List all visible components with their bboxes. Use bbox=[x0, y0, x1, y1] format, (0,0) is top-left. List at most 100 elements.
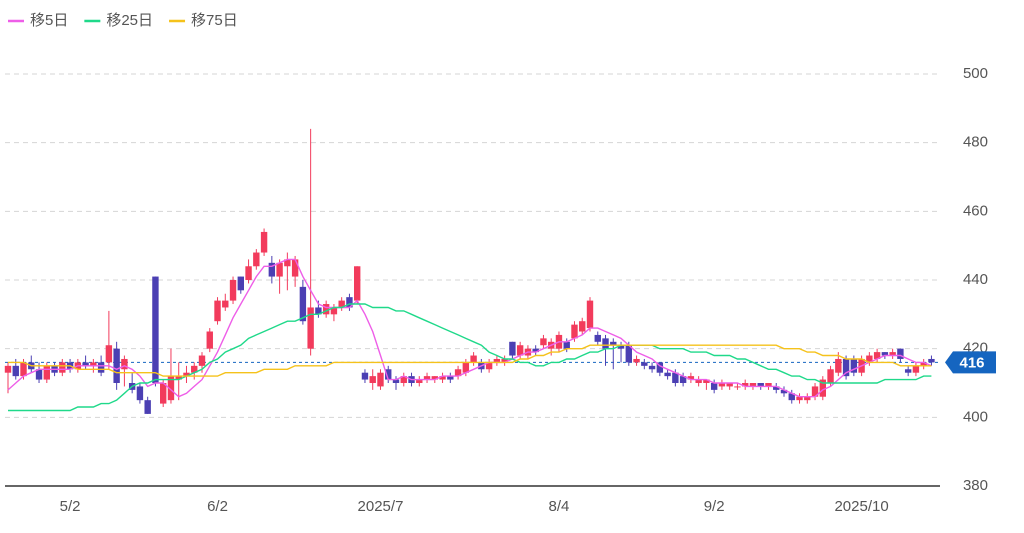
candle-body bbox=[920, 362, 927, 366]
candle-body bbox=[594, 334, 601, 342]
candle-body bbox=[842, 358, 850, 377]
candle-body bbox=[788, 393, 795, 401]
candle-body bbox=[338, 300, 345, 308]
candle-body bbox=[811, 386, 819, 397]
candle-body bbox=[881, 352, 889, 356]
x-tick-label: 6/2 bbox=[207, 498, 228, 515]
candle-body bbox=[765, 383, 772, 387]
candle-body bbox=[672, 372, 679, 383]
x-tick-label: 9/2 bbox=[704, 498, 725, 515]
candle-body bbox=[20, 362, 27, 377]
candle-body bbox=[113, 348, 120, 383]
candle-body bbox=[206, 331, 213, 349]
candle-body bbox=[276, 262, 283, 277]
legend-item: 移5日 bbox=[8, 12, 68, 29]
candle-body bbox=[175, 376, 182, 380]
candle-body bbox=[423, 376, 431, 380]
candle-body bbox=[346, 297, 353, 308]
candle-body bbox=[532, 348, 539, 353]
candle-body bbox=[819, 379, 826, 397]
candle-body bbox=[214, 300, 221, 322]
candle-body bbox=[431, 376, 438, 380]
candle-body bbox=[222, 300, 229, 308]
candle-body bbox=[361, 372, 369, 380]
candle-body bbox=[144, 400, 151, 414]
candle-body bbox=[493, 358, 501, 363]
candle-body bbox=[509, 341, 516, 356]
candle-body bbox=[354, 266, 361, 301]
candle-body bbox=[726, 383, 733, 387]
candle-body bbox=[835, 358, 842, 373]
candle-body bbox=[12, 365, 19, 377]
candle-body bbox=[4, 365, 12, 373]
candle-body bbox=[198, 355, 206, 366]
candle-body bbox=[757, 383, 764, 387]
candle-body bbox=[679, 376, 687, 383]
candle-body bbox=[873, 352, 881, 359]
candle-body bbox=[648, 365, 656, 370]
current-price-tag: 416 bbox=[945, 351, 996, 374]
candle-body bbox=[796, 396, 803, 401]
candle-body bbox=[734, 386, 741, 388]
price-tag-label: 416 bbox=[959, 354, 984, 371]
x-tick-label: 2025/10 bbox=[834, 498, 888, 515]
candle-body bbox=[501, 358, 508, 363]
ma-line bbox=[8, 344, 932, 377]
candle-body bbox=[291, 259, 299, 277]
candle-body bbox=[897, 348, 904, 359]
candle-body bbox=[392, 379, 400, 383]
candle-body bbox=[687, 376, 695, 380]
candle-body bbox=[377, 372, 384, 387]
candle-body bbox=[586, 300, 594, 329]
candle-body bbox=[284, 259, 291, 267]
candle-body bbox=[749, 383, 757, 387]
candle-body bbox=[703, 379, 710, 383]
candle-body bbox=[121, 358, 128, 370]
x-tick-label: 8/4 bbox=[549, 498, 570, 515]
candle-body bbox=[904, 369, 912, 373]
candle-body bbox=[385, 369, 392, 380]
candle-body bbox=[160, 383, 167, 404]
candle-body bbox=[322, 304, 330, 315]
candle-body bbox=[97, 362, 105, 373]
candle-body bbox=[516, 345, 524, 356]
x-tick-label: 5/2 bbox=[60, 498, 81, 515]
candle-body bbox=[695, 379, 702, 383]
candle-body bbox=[742, 383, 749, 387]
candle-body bbox=[454, 369, 462, 377]
legend-label: 移75日 bbox=[191, 12, 238, 29]
legend-item: 移75日 bbox=[169, 12, 238, 29]
candle-body bbox=[470, 355, 477, 363]
candle-body bbox=[136, 386, 144, 401]
candle-body bbox=[780, 389, 788, 394]
candle-body bbox=[315, 307, 322, 315]
candle-body bbox=[866, 355, 873, 363]
candle-body bbox=[773, 386, 780, 390]
ma-line bbox=[8, 303, 932, 412]
y-tick-label: 480 bbox=[963, 134, 988, 151]
candle-body bbox=[191, 365, 198, 373]
candle-body bbox=[330, 307, 338, 315]
candle-body bbox=[307, 307, 314, 349]
candle-body bbox=[90, 362, 97, 366]
candle-body bbox=[260, 231, 268, 253]
candle-body bbox=[253, 252, 260, 267]
candle-body bbox=[167, 376, 175, 401]
candle-body bbox=[400, 376, 407, 383]
candle-body bbox=[571, 324, 578, 339]
ma-line bbox=[7, 258, 932, 398]
candle-body bbox=[35, 369, 43, 380]
candle-body bbox=[229, 280, 237, 301]
candle-body bbox=[579, 321, 586, 332]
candle-body bbox=[237, 276, 244, 291]
candle-body bbox=[82, 362, 89, 366]
candle-body bbox=[617, 345, 625, 349]
candle-body bbox=[656, 362, 664, 373]
candle-body bbox=[850, 358, 858, 373]
legend-label: 移25日 bbox=[106, 12, 153, 29]
x-tick-label: 2025/7 bbox=[358, 498, 404, 515]
candle-body bbox=[299, 286, 307, 322]
y-tick-label: 400 bbox=[963, 408, 988, 425]
candle-body bbox=[928, 358, 935, 363]
